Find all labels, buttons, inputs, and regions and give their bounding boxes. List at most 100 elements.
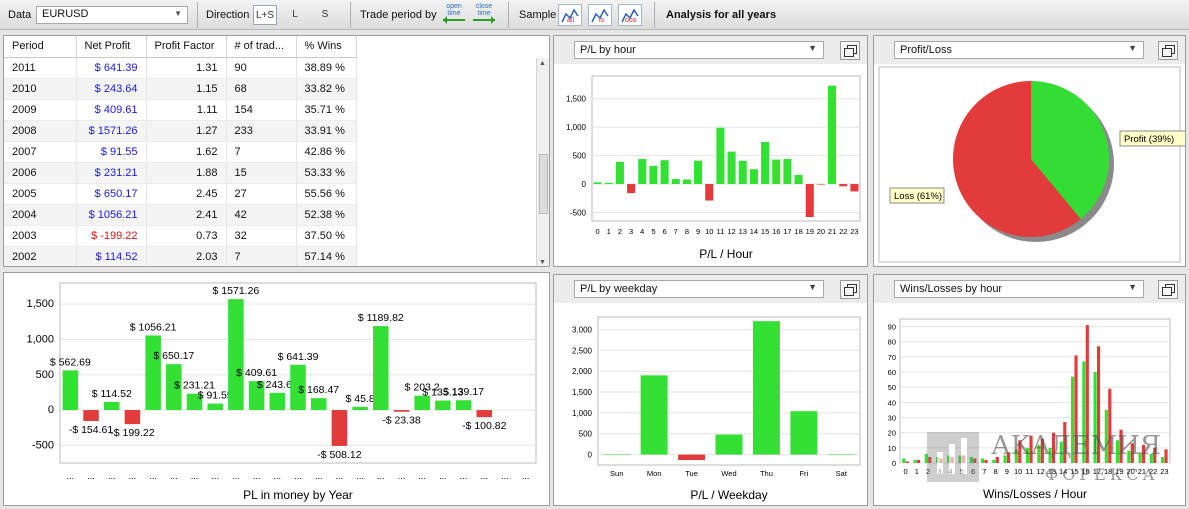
bar [638,159,647,185]
chart-selector-value: P/L by weekday [580,283,658,295]
symbol-dropdown[interactable]: EURUSD ▼ [36,6,188,24]
scrollbar-thumb[interactable] [539,154,548,214]
table-row[interactable]: 2009 $ 409.61 1.11 154 35.71 % [4,99,357,121]
close-time-button[interactable]: close time [470,3,498,27]
x-tick-label: 20 [1126,467,1134,476]
y-tick-label: 2,500 [572,346,593,355]
x-tick-label: 14 [750,227,758,236]
column-header[interactable]: # of trad... [226,36,297,58]
restore-window-icon[interactable] [1158,41,1178,60]
watermark-line2: ФОРЕКСА [1045,465,1159,484]
x-tick-label: 18 [794,227,802,236]
x-tick-label: Wed [721,469,736,478]
period-cell: 2010 [4,78,77,100]
x-tick-label: 15 [761,227,769,236]
x-tick-label: 6 [971,467,975,476]
restore-window-icon[interactable] [1158,280,1178,299]
pie-slice [1031,81,1109,220]
bar [649,165,658,185]
x-tick-label: 10 [1014,467,1022,476]
table-row[interactable]: 2005 $ 650.17 2.45 27 55.56 % [4,183,357,205]
sample-is-button[interactable]: is [588,4,612,26]
open-time-button[interactable]: open time [440,3,468,27]
bar [772,159,781,185]
chevron-down-icon: ▼ [1128,43,1137,53]
table-scrollbar[interactable]: ▲ ▼ [536,58,549,266]
scroll-up-icon[interactable]: ▲ [539,60,546,67]
bar [1104,409,1108,463]
watermark-logo: АКАДЕМИЯ ФОРЕКСА [925,430,1185,493]
x-tick-label: 1 [607,227,611,236]
table-row[interactable]: 2008 $ 1571.26 1.27 233 33.91 % [4,120,357,142]
bar [62,370,79,411]
yearly-stats-table-panel: Period Net Profit Profit Factor # of trad..… [3,35,550,267]
bar [1037,444,1041,463]
restore-window-icon[interactable] [840,280,860,299]
direction-short-button[interactable]: S [321,9,329,20]
scroll-down-icon[interactable]: ▼ [539,259,546,266]
chart-selector-dropdown[interactable]: P/L by weekday ▼ [574,280,824,298]
bar [248,381,265,411]
x-tick-label: ... [170,471,178,481]
y-tick-label: 10 [888,444,896,453]
chart-selector-dropdown[interactable]: Wins/Losses by hour ▼ [894,280,1144,298]
x-tick-label: 2 [618,227,622,236]
chart-selector-dropdown[interactable]: P/L by hour ▼ [574,41,824,59]
bar [627,184,636,194]
bar [958,455,962,463]
x-tick-label: 8 [685,227,689,236]
x-axis-title: P/L / Hour [699,247,753,261]
bar [947,455,951,463]
bar [984,459,988,463]
table-row[interactable]: 2004 $ 1056.21 2.41 42 52.38 % [4,204,357,226]
direction-long-button[interactable]: L [292,9,298,20]
bar [476,410,493,418]
table-row[interactable]: 2002 $ 114.52 2.03 7 57.14 % [4,246,357,266]
column-header[interactable]: Period [4,36,77,58]
data-label: $ 562.69 [50,356,91,368]
profit-loss-panel: Profit/Loss ▼ Profit (39%) Loss (61%) [873,35,1186,267]
bar [331,410,348,446]
bar [1119,429,1123,463]
bar [660,160,669,185]
x-tick-label: 9 [696,227,700,236]
table-row[interactable]: 2007 $ 91.55 1.62 7 42.86 % [4,141,357,163]
direction-long-short-button[interactable]: L+S [253,5,277,25]
table-row[interactable]: 2006 $ 231.21 1.88 15 53.33 % [4,162,357,184]
y-tick-label: 1,000 [572,409,593,418]
table-row[interactable]: 2010 $ 243.64 1.15 68 33.82 % [4,78,357,100]
table-row[interactable]: 2011 $ 641.39 1.31 90 38.89 % [4,57,357,79]
bar [186,393,203,411]
x-tick-label: 23 [1160,467,1168,476]
wins-cell: 35.71 % [296,99,357,121]
data-label: -$ 508.12 [317,449,362,461]
data-label: $ 1189.82 [358,312,404,324]
open-time-text1: open [446,3,462,10]
bar [1018,440,1022,463]
bar [124,410,141,425]
column-header[interactable]: Profit Factor [146,36,227,58]
restore-window-icon[interactable] [840,41,860,60]
chevron-down-icon: ▼ [1128,282,1137,292]
sample-oos-button[interactable]: oos [618,4,642,26]
column-header[interactable]: Net Profit [76,36,147,58]
bar [671,178,680,185]
chart-icon: all [561,8,579,24]
sample-all-button[interactable]: all [558,4,582,26]
bar [1071,376,1075,463]
x-tick-label: 8 [994,467,998,476]
bar [995,456,999,463]
bar [414,395,430,411]
table-row[interactable]: 2003 $ -199.22 0.73 32 37.50 % [4,225,357,247]
profit-loss-pie-chart: Profit (39%) Loss (61%) [878,66,1185,263]
bar [1130,443,1134,463]
bar [752,321,780,455]
bar [1048,447,1052,463]
chart-selector-dropdown[interactable]: Profit/Loss ▼ [894,41,1144,59]
x-tick-label: Mon [647,469,662,478]
data-label: Data [8,9,32,21]
column-header[interactable]: % Wins [296,36,357,58]
bar [83,410,99,421]
bar [455,400,472,411]
data-label: $ 168.47 [298,384,339,396]
